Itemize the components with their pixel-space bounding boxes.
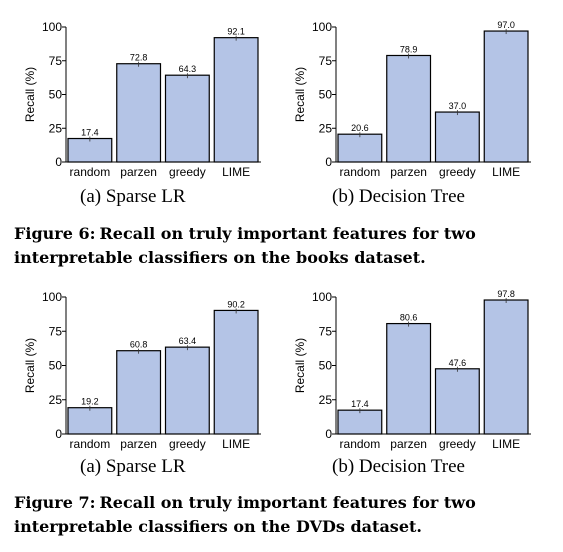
value-label-random-sparse-lr-books: 17.4: [81, 128, 99, 138]
subcaption-decision-tree-dvds: (b) Decision Tree: [332, 456, 465, 477]
value-label-random-decision-tree-books: 20.6: [351, 123, 369, 133]
value-label-greedy-sparse-lr-books: 64.3: [179, 64, 197, 74]
y-tick-label-sparse-lr-dvds: 50: [49, 359, 63, 373]
x-tick-label-random-decision-tree-books: random: [340, 165, 381, 179]
y-tick-label-sparse-lr-books: 100: [42, 20, 62, 34]
y-tick-label-sparse-lr-books: 50: [49, 88, 63, 102]
bar-parzen-decision-tree-dvds: [386, 322, 432, 435]
bar-greedy-sparse-lr-dvds: [164, 346, 210, 435]
value-label-greedy-decision-tree-books: 37.0: [449, 101, 467, 111]
figure-6-text: Recall on truly important features for t…: [14, 224, 476, 267]
y-tick-label-decision-tree-dvds: 100: [312, 290, 332, 304]
y-axis-label-decision-tree-books: Recall (%): [293, 67, 307, 122]
figure-7-label: Figure 7:: [14, 493, 96, 512]
y-tick-label-decision-tree-books: 0: [325, 155, 332, 169]
figure-6-caption: Figure 6: Recall on truly important featu…: [14, 222, 554, 270]
bar-random-decision-tree-books: [337, 133, 383, 163]
subcaption-sparse-lr-dvds: (a) Sparse LR: [80, 456, 186, 477]
bar-LIME-sparse-lr-books: [213, 37, 259, 163]
bar-random-sparse-lr-books: [67, 137, 113, 163]
value-label-greedy-sparse-lr-dvds: 63.4: [179, 336, 197, 346]
x-tick-label-random-sparse-lr-dvds: random: [70, 437, 111, 451]
x-tick-label-parzen-decision-tree-books: parzen: [390, 165, 427, 179]
y-tick-label-sparse-lr-dvds: 100: [42, 290, 62, 304]
bar-LIME-sparse-lr-dvds: [213, 309, 259, 435]
y-axis-label-sparse-lr-dvds: Recall (%): [23, 338, 37, 393]
bar-greedy-sparse-lr-books: [164, 74, 210, 163]
y-tick-label-sparse-lr-dvds: 0: [55, 427, 62, 441]
value-label-LIME-decision-tree-books: 97.0: [497, 20, 515, 30]
bar-parzen-decision-tree-books: [386, 54, 432, 163]
value-label-random-sparse-lr-dvds: 19.2: [81, 397, 99, 407]
value-label-parzen-sparse-lr-books: 72.8: [130, 53, 148, 63]
x-tick-label-LIME-sparse-lr-dvds: LIME: [222, 437, 250, 451]
x-tick-label-greedy-sparse-lr-dvds: greedy: [169, 437, 206, 451]
y-tick-label-decision-tree-books: 25: [319, 121, 333, 135]
y-axis-label-decision-tree-dvds: Recall (%): [293, 338, 307, 393]
value-label-parzen-decision-tree-books: 78.9: [400, 44, 418, 54]
y-tick-label-decision-tree-dvds: 75: [319, 324, 333, 338]
bar-random-sparse-lr-dvds: [67, 407, 113, 435]
x-tick-label-parzen-sparse-lr-books: parzen: [120, 165, 157, 179]
x-tick-label-parzen-decision-tree-dvds: parzen: [390, 437, 427, 451]
x-tick-label-parzen-sparse-lr-dvds: parzen: [120, 437, 157, 451]
value-label-LIME-sparse-lr-books: 92.1: [227, 27, 245, 37]
value-label-greedy-decision-tree-dvds: 47.6: [449, 358, 467, 368]
x-tick-label-random-decision-tree-dvds: random: [340, 437, 381, 451]
value-label-parzen-decision-tree-dvds: 80.6: [400, 313, 418, 323]
bar-greedy-decision-tree-dvds: [434, 368, 480, 435]
y-axis-label-sparse-lr-books: Recall (%): [23, 67, 37, 122]
figure-6-label: Figure 6:: [14, 224, 96, 243]
y-tick-label-sparse-lr-books: 25: [49, 121, 63, 135]
x-tick-label-greedy-sparse-lr-books: greedy: [169, 165, 206, 179]
bar-LIME-decision-tree-dvds: [483, 299, 529, 435]
value-label-parzen-sparse-lr-dvds: 60.8: [130, 340, 148, 350]
bar-greedy-decision-tree-books: [434, 111, 480, 163]
bar-parzen-sparse-lr-books: [116, 63, 162, 163]
subcaption-sparse-lr-books: (a) Sparse LR: [80, 186, 186, 207]
y-tick-label-sparse-lr-dvds: 25: [49, 393, 63, 407]
value-label-LIME-decision-tree-dvds: 97.8: [497, 289, 515, 299]
y-tick-label-decision-tree-dvds: 50: [319, 359, 333, 373]
bar-random-decision-tree-dvds: [337, 409, 383, 435]
value-label-LIME-sparse-lr-dvds: 90.2: [227, 299, 245, 309]
bar-parzen-sparse-lr-dvds: [116, 350, 162, 435]
bar-LIME-decision-tree-books: [483, 30, 529, 163]
value-label-random-decision-tree-dvds: 17.4: [351, 399, 369, 409]
y-tick-label-decision-tree-books: 75: [319, 54, 333, 68]
y-tick-label-decision-tree-books: 100: [312, 20, 332, 34]
x-tick-label-greedy-decision-tree-dvds: greedy: [439, 437, 476, 451]
x-tick-label-LIME-decision-tree-books: LIME: [492, 165, 520, 179]
x-tick-label-random-sparse-lr-books: random: [70, 165, 111, 179]
figure-7-text: Recall on truly important features for t…: [14, 493, 476, 536]
x-tick-label-LIME-sparse-lr-books: LIME: [222, 165, 250, 179]
y-tick-label-sparse-lr-dvds: 75: [49, 324, 63, 338]
y-tick-label-sparse-lr-books: 0: [55, 155, 62, 169]
y-tick-label-sparse-lr-books: 75: [49, 54, 63, 68]
subcaption-decision-tree-books: (b) Decision Tree: [332, 186, 465, 207]
y-tick-label-decision-tree-books: 50: [319, 88, 333, 102]
x-tick-label-greedy-decision-tree-books: greedy: [439, 165, 476, 179]
y-tick-label-decision-tree-dvds: 25: [319, 393, 333, 407]
figure-7-caption: Figure 7: Recall on truly important featu…: [14, 491, 554, 539]
y-tick-label-decision-tree-dvds: 0: [325, 427, 332, 441]
x-tick-label-LIME-decision-tree-dvds: LIME: [492, 437, 520, 451]
